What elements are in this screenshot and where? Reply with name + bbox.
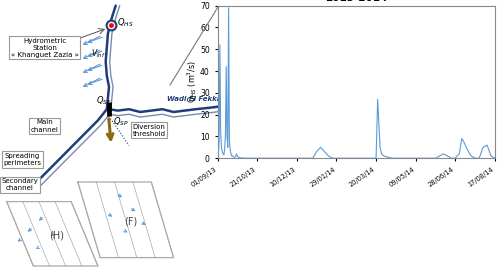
Text: Diversion
threshold: Diversion threshold [132, 124, 166, 137]
Text: (F): (F) [124, 216, 138, 226]
Title: Flood hydrograph
2013-2014: Flood hydrograph 2013-2014 [304, 0, 409, 3]
Text: Spreading
perimeters: Spreading perimeters [4, 153, 41, 166]
Text: Hydrometric
Station
« Khanguet Zazia »: Hydrometric Station « Khanguet Zazia » [10, 38, 78, 58]
Text: Wadi El Fekka: Wadi El Fekka [167, 96, 222, 102]
Text: Secondary
channel: Secondary channel [2, 178, 38, 191]
Text: $Q_{HS}$: $Q_{HS}$ [117, 16, 134, 29]
Y-axis label: Q$_{HS}$ (m$^3$/s): Q$_{HS}$ (m$^3$/s) [185, 60, 198, 103]
Text: $V_{inf}$: $V_{inf}$ [91, 47, 106, 60]
Text: $Q_{SF}$: $Q_{SF}$ [96, 95, 112, 107]
Text: $Q_{SP}$: $Q_{SP}$ [114, 116, 130, 128]
Text: (H): (H) [49, 230, 64, 240]
Text: Main
channel: Main channel [30, 120, 58, 132]
